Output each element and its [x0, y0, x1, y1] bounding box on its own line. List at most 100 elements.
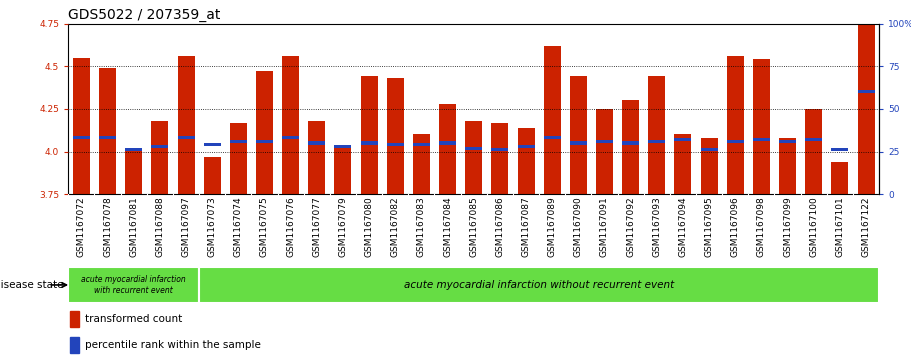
- Text: GSM1167093: GSM1167093: [652, 196, 661, 257]
- Text: GSM1167094: GSM1167094: [679, 196, 688, 257]
- Bar: [68, 267, 200, 303]
- Bar: [230, 123, 247, 194]
- Bar: [204, 157, 220, 194]
- Bar: [334, 145, 352, 148]
- Text: disease state: disease state: [0, 280, 64, 290]
- Bar: [491, 123, 508, 194]
- Bar: [178, 56, 195, 194]
- Bar: [466, 121, 482, 194]
- Bar: [779, 138, 796, 194]
- Bar: [334, 146, 352, 194]
- Bar: [99, 68, 116, 194]
- Bar: [857, 90, 875, 93]
- Bar: [779, 140, 796, 143]
- Text: GSM1167087: GSM1167087: [521, 196, 530, 257]
- Bar: [674, 135, 691, 194]
- Bar: [151, 145, 169, 148]
- Text: GSM1167097: GSM1167097: [181, 196, 190, 257]
- Text: percentile rank within the sample: percentile rank within the sample: [85, 340, 261, 350]
- Text: GSM1167075: GSM1167075: [260, 196, 269, 257]
- Bar: [256, 72, 273, 194]
- Bar: [73, 58, 90, 194]
- Text: GSM1167089: GSM1167089: [548, 196, 557, 257]
- Text: GSM1167078: GSM1167078: [103, 196, 112, 257]
- Bar: [701, 138, 718, 194]
- Bar: [282, 136, 299, 139]
- Bar: [649, 77, 665, 194]
- Text: acute myocardial infarction
with recurrent event: acute myocardial infarction with recurre…: [81, 275, 186, 295]
- Bar: [70, 337, 79, 352]
- Bar: [413, 143, 430, 146]
- Text: GSM1167100: GSM1167100: [809, 196, 818, 257]
- Bar: [622, 101, 640, 194]
- Text: GSM1167092: GSM1167092: [626, 196, 635, 257]
- Bar: [517, 145, 535, 148]
- Text: GSM1167076: GSM1167076: [286, 196, 295, 257]
- Text: GSM1167081: GSM1167081: [129, 196, 138, 257]
- Bar: [596, 140, 613, 143]
- Text: GSM1167073: GSM1167073: [208, 196, 217, 257]
- Bar: [752, 60, 770, 194]
- Text: GSM1167090: GSM1167090: [574, 196, 583, 257]
- Text: GSM1167072: GSM1167072: [77, 196, 86, 257]
- Bar: [727, 56, 743, 194]
- Text: GSM1167099: GSM1167099: [783, 196, 792, 257]
- Bar: [517, 128, 535, 194]
- Bar: [832, 148, 848, 151]
- Bar: [727, 140, 743, 143]
- Bar: [387, 78, 404, 194]
- Bar: [832, 162, 848, 194]
- Bar: [151, 121, 169, 194]
- Bar: [439, 104, 456, 194]
- Text: GSM1167074: GSM1167074: [234, 196, 243, 257]
- Bar: [649, 140, 665, 143]
- Bar: [230, 140, 247, 143]
- Bar: [544, 46, 560, 194]
- Text: transformed count: transformed count: [85, 314, 182, 324]
- Bar: [178, 136, 195, 139]
- Bar: [805, 138, 823, 141]
- Bar: [204, 143, 220, 146]
- Text: GSM1167101: GSM1167101: [835, 196, 844, 257]
- Text: GSM1167088: GSM1167088: [156, 196, 164, 257]
- Text: GSM1167084: GSM1167084: [443, 196, 452, 257]
- Bar: [622, 142, 640, 144]
- Text: GSM1167095: GSM1167095: [704, 196, 713, 257]
- Bar: [701, 148, 718, 151]
- Bar: [308, 142, 325, 144]
- Bar: [125, 148, 142, 194]
- Text: GSM1167079: GSM1167079: [339, 196, 347, 257]
- Text: GSM1167086: GSM1167086: [496, 196, 505, 257]
- Bar: [491, 148, 508, 151]
- Bar: [200, 267, 879, 303]
- Bar: [439, 142, 456, 144]
- Text: GSM1167098: GSM1167098: [757, 196, 766, 257]
- Text: GSM1167091: GSM1167091: [600, 196, 609, 257]
- Text: GSM1167080: GSM1167080: [364, 196, 374, 257]
- Text: GSM1167122: GSM1167122: [862, 196, 871, 257]
- Bar: [544, 136, 560, 139]
- Bar: [70, 311, 79, 327]
- Text: GDS5022 / 207359_at: GDS5022 / 207359_at: [68, 8, 220, 22]
- Bar: [596, 109, 613, 194]
- Bar: [282, 56, 299, 194]
- Bar: [73, 136, 90, 139]
- Bar: [674, 138, 691, 141]
- Text: GSM1167096: GSM1167096: [731, 196, 740, 257]
- Bar: [570, 77, 587, 194]
- Bar: [308, 121, 325, 194]
- Text: GSM1167077: GSM1167077: [312, 196, 322, 257]
- Bar: [99, 136, 116, 139]
- Text: GSM1167083: GSM1167083: [417, 196, 426, 257]
- Bar: [752, 138, 770, 141]
- Bar: [857, 24, 875, 194]
- Bar: [413, 135, 430, 194]
- Bar: [466, 147, 482, 150]
- Bar: [361, 77, 377, 194]
- Text: acute myocardial infarction without recurrent event: acute myocardial infarction without recu…: [404, 280, 674, 290]
- Bar: [570, 142, 587, 144]
- Bar: [805, 109, 823, 194]
- Bar: [361, 142, 377, 144]
- Bar: [387, 143, 404, 146]
- Bar: [125, 148, 142, 151]
